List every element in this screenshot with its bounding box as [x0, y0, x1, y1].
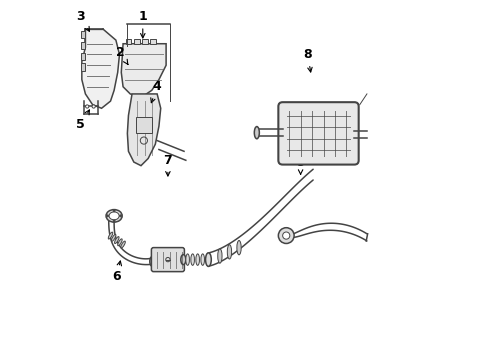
Circle shape: [87, 36, 91, 40]
Bar: [136, 117, 152, 134]
Ellipse shape: [227, 245, 232, 259]
Ellipse shape: [115, 237, 119, 244]
Circle shape: [107, 215, 109, 217]
Ellipse shape: [186, 254, 190, 265]
Circle shape: [283, 232, 290, 239]
Text: 4: 4: [151, 80, 162, 103]
Bar: [81, 63, 85, 71]
Circle shape: [120, 215, 122, 217]
Bar: [150, 39, 156, 44]
FancyBboxPatch shape: [151, 248, 184, 272]
Text: 2: 2: [116, 46, 128, 64]
Ellipse shape: [108, 232, 113, 239]
Ellipse shape: [237, 240, 241, 255]
Bar: [81, 42, 85, 49]
Text: 6: 6: [112, 261, 122, 283]
FancyBboxPatch shape: [278, 102, 359, 165]
Text: 7: 7: [164, 154, 172, 176]
Ellipse shape: [150, 256, 155, 266]
Ellipse shape: [181, 255, 186, 265]
Ellipse shape: [196, 254, 199, 265]
Text: 9: 9: [296, 156, 305, 175]
Ellipse shape: [109, 212, 119, 220]
Circle shape: [86, 105, 89, 108]
Circle shape: [113, 220, 115, 222]
Bar: [81, 31, 85, 39]
Text: 3: 3: [76, 10, 90, 31]
Bar: [134, 39, 140, 44]
Bar: [142, 39, 148, 44]
Ellipse shape: [205, 253, 211, 266]
Polygon shape: [82, 30, 120, 108]
Circle shape: [278, 228, 294, 243]
Polygon shape: [122, 44, 166, 98]
Circle shape: [95, 36, 99, 40]
Text: 1: 1: [138, 10, 147, 38]
Ellipse shape: [111, 234, 116, 241]
Ellipse shape: [201, 254, 204, 265]
Ellipse shape: [218, 249, 222, 263]
Bar: [81, 53, 85, 60]
Ellipse shape: [191, 254, 195, 265]
Polygon shape: [127, 94, 161, 166]
Ellipse shape: [106, 210, 122, 222]
Ellipse shape: [118, 239, 122, 246]
Ellipse shape: [121, 241, 125, 248]
Circle shape: [113, 210, 115, 212]
Text: 8: 8: [303, 48, 312, 72]
Circle shape: [92, 105, 95, 108]
Bar: [125, 39, 131, 44]
Ellipse shape: [254, 127, 259, 139]
Text: 5: 5: [76, 110, 90, 131]
